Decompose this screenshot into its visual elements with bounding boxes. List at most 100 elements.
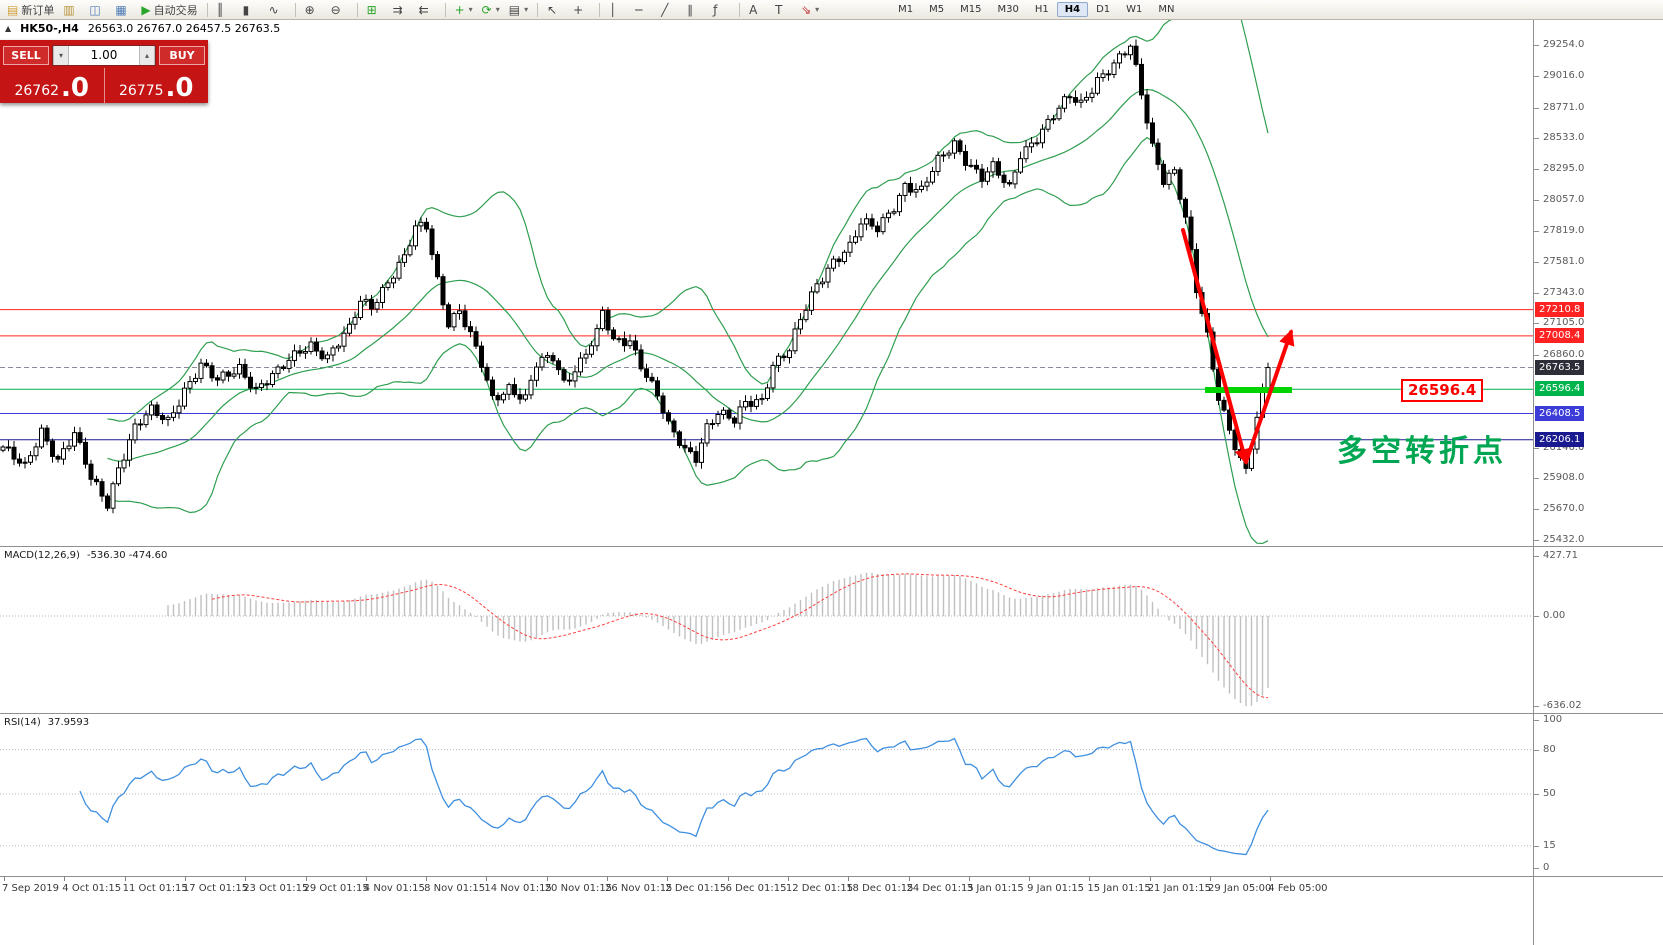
support-highlight-bar[interactable]	[1205, 387, 1292, 393]
annotation-text[interactable]: 多空转折点	[1337, 434, 1507, 469]
vertical-line-button[interactable]: │	[605, 0, 630, 19]
time-label: 7 Sep 2019	[2, 883, 60, 894]
rsi-line[interactable]	[79, 737, 1269, 856]
time-tick-mark	[546, 877, 548, 881]
axis-tick-mark	[1534, 540, 1539, 541]
chart-shift-button[interactable]: ⇇	[415, 0, 440, 19]
bar-chart-mode-button[interactable]: ║	[213, 0, 238, 19]
axis-tick-label: 0.00	[1543, 610, 1566, 621]
zoom-in-button[interactable]: ⊕	[301, 0, 326, 19]
timeframe-w1[interactable]: W1	[1126, 4, 1143, 15]
time-label: 15 Jan 01:15	[1087, 883, 1151, 894]
sell-price[interactable]: 26762 .0	[0, 68, 104, 104]
price-axis-badge: 26763.5	[1535, 359, 1585, 375]
time-label: 29 Oct 01:15	[303, 883, 369, 894]
crosshair-icon: +	[573, 2, 584, 17]
axis-tick-mark	[1534, 230, 1539, 232]
fibonacci-button[interactable]: ƒ	[709, 0, 734, 19]
channel-button[interactable]: ∥	[683, 0, 708, 19]
timeframe-h1[interactable]: H1	[1034, 4, 1049, 15]
timeframe-d1[interactable]: D1	[1096, 4, 1111, 15]
volume-up-button[interactable]: ▴	[139, 45, 155, 65]
chart-ohlc-values: 26563.0 26767.0 26457.5 26763.5	[87, 22, 281, 35]
timeframe-m5[interactable]: M5	[929, 4, 945, 15]
market-watch-icon-button[interactable]: ◫	[85, 0, 110, 19]
bar-chart-mode-icon: ║	[216, 2, 224, 17]
candlestick-mode-icon: ▮	[242, 2, 250, 17]
time-axis[interactable]: 7 Sep 2019 4 Oct 01:15 11 Oct 01:15 17 Oct …	[0, 877, 1533, 899]
trendline-button[interactable]: ╱	[657, 0, 682, 19]
toolbar-separator	[599, 2, 601, 17]
axis-tick-label: 29016.0	[1543, 69, 1585, 81]
macd-signal-line	[211, 573, 1269, 699]
tile-windows-button[interactable]: ⊞	[363, 0, 388, 19]
price-axis[interactable]: 29254.0 29016.0 28771.0 28533.0 28295.0 28057…	[1533, 19, 1663, 945]
toolbar-separator	[444, 2, 446, 17]
sell-price-main: 26762	[14, 82, 60, 99]
timeframe-h4[interactable]: H4	[1056, 2, 1089, 17]
text-label-button[interactable]: T	[771, 0, 796, 19]
time-label: 17 Oct 01:15	[182, 883, 249, 894]
macd-histogram	[167, 572, 1269, 706]
dropdown-arrow-icon: ▾	[495, 5, 500, 14]
templates-button[interactable]: ▤ ▾	[505, 0, 532, 19]
axis-tick-mark	[1534, 200, 1539, 202]
toolbar: ▤ 新订单 ▥ ◫ ▦ ▶ 自动交易 ║ ▮ ∿ ⊕ ⊖ ⊞ ⇉ ⇇ + ▾ ⟳ ▾ ▤ ▾ ↖ + │ ─ ╱ ∥ ƒ A T ⇘ ▾ M1 M…	[0, 0, 1663, 20]
one-click-collapse-button[interactable]: ▲	[5, 24, 12, 33]
axis-tick-label: 27343.0	[1543, 286, 1585, 298]
buy-button[interactable]: BUY	[159, 45, 205, 65]
text-button[interactable]: A	[745, 0, 770, 19]
auto-scroll-button[interactable]: ⇉	[389, 0, 414, 19]
time-label: 20 Nov 01:15	[544, 883, 613, 894]
axis-tick-mark	[1534, 323, 1539, 325]
time-label: 11 Oct 01:15	[122, 883, 188, 894]
axis-tick-mark	[1534, 478, 1539, 480]
macd-panel	[0, 572, 1533, 706]
time-tick-mark	[667, 877, 669, 881]
sell-button[interactable]: SELL	[3, 45, 49, 65]
price-level-label[interactable]: 26596.4	[1401, 379, 1484, 402]
cursor-button[interactable]: ↖	[543, 0, 568, 19]
time-tick-mark	[365, 877, 367, 881]
panel-separator[interactable]	[0, 546, 1663, 547]
toolbar-separator	[206, 2, 208, 17]
auto-scroll-icon: ⇉	[392, 2, 403, 17]
line-chart-mode-button[interactable]: ∿	[265, 0, 290, 19]
rsi-name: RSI(14)	[4, 717, 41, 728]
axis-tick-mark	[1534, 45, 1539, 46]
zoom-out-button[interactable]: ⊖	[327, 0, 352, 19]
axis-tick-mark	[1534, 706, 1539, 707]
axis-tick-mark	[1534, 261, 1539, 263]
buy-price[interactable]: 26775 .0	[103, 68, 209, 104]
autotrading-button[interactable]: ▶ 自动交易	[137, 0, 201, 19]
time-tick-mark	[968, 877, 970, 881]
macd-values: -536.30 -474.60	[86, 550, 168, 561]
arrows-icon: ⇘	[801, 2, 812, 17]
timeframe-m30[interactable]: M30	[997, 4, 1019, 15]
timeframe-mn[interactable]: MN	[1158, 4, 1175, 15]
timeframe-m15[interactable]: M15	[960, 4, 982, 15]
axis-tick-label: 25432.0	[1543, 534, 1585, 545]
tile-windows-icon: ⊞	[366, 2, 377, 17]
volume-down-button[interactable]: ▾	[53, 45, 69, 65]
candlestick-mode-button[interactable]: ▮	[239, 0, 264, 19]
new-order-button[interactable]: ▤ 新订单	[3, 0, 58, 19]
trend-arrow-down[interactable]	[1181, 228, 1251, 466]
trend-arrow-up[interactable]	[1244, 328, 1295, 464]
charts-icon-button[interactable]: ▥	[59, 0, 84, 19]
horizontal-line-button[interactable]: ─	[631, 0, 656, 19]
arrows-button[interactable]: ⇘ ▾	[797, 0, 823, 19]
volume-input[interactable]: 1.00	[90, 48, 118, 62]
timeframe-m1[interactable]: M1	[898, 4, 914, 15]
panel-separator[interactable]	[0, 713, 1663, 714]
buy-price-frac: .0	[165, 73, 194, 104]
templates-icon: ▤	[508, 2, 521, 17]
crosshair-button[interactable]: +	[569, 0, 594, 19]
order-panel-controls: SELL ▾ 1.00 ▴ BUY	[0, 40, 208, 68]
periods-button[interactable]: ⟳ ▾	[478, 0, 504, 19]
indicators-button[interactable]: + ▾	[451, 0, 477, 19]
time-tick-mark	[607, 877, 608, 881]
time-label: 23 Oct 01:15	[243, 883, 309, 894]
terminal-icon-button[interactable]: ▦	[111, 0, 136, 19]
